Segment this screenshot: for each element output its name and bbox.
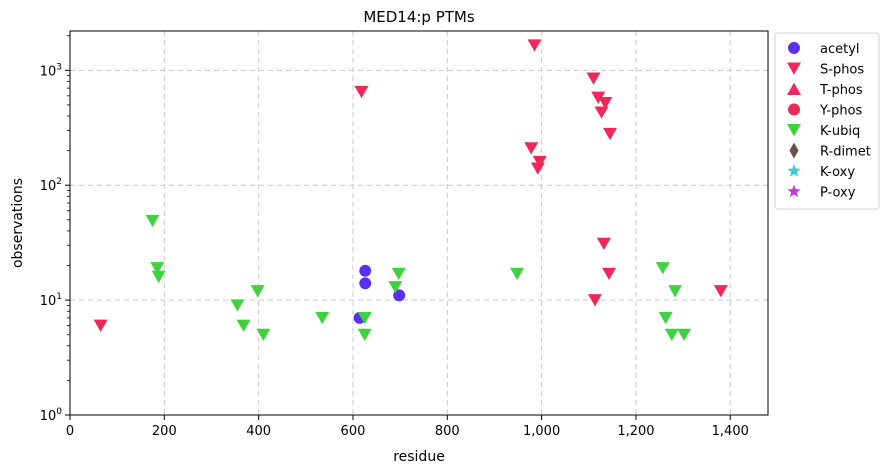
data-point-S-phos xyxy=(596,237,611,250)
legend-label: T-phos xyxy=(819,83,863,98)
x-tick-label: 1,200 xyxy=(617,424,654,439)
data-point-S-phos xyxy=(602,267,617,280)
data-point-S-phos xyxy=(594,106,609,119)
legend-label: acetyl xyxy=(820,42,860,57)
data-point-K-ubiq xyxy=(658,311,673,325)
legend-box xyxy=(774,32,880,210)
data-point-S-phos xyxy=(354,85,369,99)
legend-label: P-oxy xyxy=(820,186,856,201)
data-point-K-ubiq xyxy=(510,267,525,280)
y-tick-label: 103 xyxy=(40,62,62,79)
y-tick-label: 100 xyxy=(40,407,63,424)
y-tick-label: 102 xyxy=(40,177,62,194)
plot-frame xyxy=(69,30,769,416)
x-tick-label: 600 xyxy=(341,424,366,439)
legend: acetyl S-phos T-phos Y-phos K-ubiq R-dimet K-o… xyxy=(774,32,880,210)
data-point-S-phos xyxy=(586,72,601,85)
x-axis-title: residue xyxy=(393,449,445,465)
data-point-K-ubiq xyxy=(677,328,692,341)
data-point-K-ubiq xyxy=(357,311,372,325)
legend-marker-K-ubiq xyxy=(787,124,801,137)
data-point-S-phos xyxy=(587,294,602,307)
data-point-S-phos xyxy=(598,97,613,110)
data-point-acetyl xyxy=(359,264,372,277)
x-axis: 0 200 400 600 800 1,000 1,200 1,400 xyxy=(66,415,749,439)
data-point-K-ubiq xyxy=(664,328,679,341)
x-tick-label: 1,400 xyxy=(712,424,749,439)
data-point-K-ubiq xyxy=(655,262,670,275)
data-point-S-phos xyxy=(532,155,547,169)
data-point-K-ubiq xyxy=(230,299,245,312)
data-point-K-ubiq xyxy=(668,285,683,298)
x-tick-label: 800 xyxy=(435,424,460,439)
legend-marker-acetyl xyxy=(788,42,800,54)
legend-marker-S-phos xyxy=(787,62,801,75)
data-point-S-phos xyxy=(591,91,606,104)
data-point-K-ubiq xyxy=(357,328,372,341)
chart-title: MED14:p PTMs xyxy=(363,8,475,26)
y-axis-title: observations xyxy=(10,178,26,268)
data-point-K-ubiq xyxy=(391,267,406,280)
x-tick-label: 0 xyxy=(66,424,74,439)
data-point-S-phos xyxy=(93,319,108,332)
data-point-K-ubiq xyxy=(145,214,160,228)
legend-label: Y-phos xyxy=(819,104,863,119)
legend-marker-Y-phos xyxy=(788,103,800,116)
data-point-S-phos xyxy=(527,39,542,52)
legend-marker-K-oxy xyxy=(787,164,801,177)
legend-label: K-oxy xyxy=(820,165,855,180)
data-point-acetyl xyxy=(359,277,372,290)
x-tick-label: 200 xyxy=(152,424,177,439)
legend-marker-P-oxy xyxy=(787,184,801,198)
y-tick-label: 101 xyxy=(40,292,62,309)
legend-label: R-dimet xyxy=(820,145,871,160)
data-point-S-phos xyxy=(524,142,539,155)
data-point-K-ubiq xyxy=(236,319,251,332)
legend-label: S-phos xyxy=(820,63,864,78)
data-point-K-ubiq xyxy=(150,262,165,275)
data-point-K-ubiq xyxy=(250,285,265,298)
data-point-S-phos xyxy=(713,285,728,298)
data-point-K-ubiq xyxy=(315,311,330,325)
y-axis: 100 101 102 103 xyxy=(40,35,70,424)
data-point-K-ubiq xyxy=(151,270,166,283)
data-point-K-ubiq xyxy=(256,328,271,341)
data-point-S-phos xyxy=(530,162,545,175)
data-point-S-phos xyxy=(603,127,618,141)
legend-marker-T-phos xyxy=(787,82,801,95)
x-tick-label: 400 xyxy=(246,424,271,439)
legend-label: K-ubiq xyxy=(820,124,860,139)
data-points xyxy=(93,39,728,341)
data-point-K-ubiq xyxy=(388,281,403,294)
data-point-acetyl xyxy=(393,289,406,302)
grid-lines xyxy=(70,31,768,415)
x-tick-label: 1,000 xyxy=(523,424,560,439)
